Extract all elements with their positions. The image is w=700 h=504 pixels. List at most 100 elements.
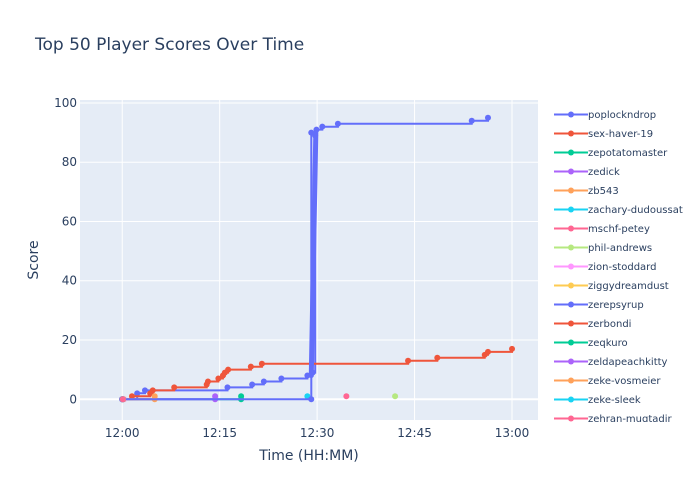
x-tick-label: 13:00 — [495, 426, 530, 440]
data-point[interactable] — [258, 360, 265, 367]
x-tick-label: 12:00 — [105, 426, 140, 440]
y-tick-label: 20 — [62, 333, 77, 347]
legend-item[interactable]: zion-stoddard — [554, 262, 656, 273]
data-point[interactable] — [238, 393, 245, 400]
data-point[interactable] — [308, 129, 315, 136]
data-point[interactable] — [392, 393, 399, 400]
legend-marker — [568, 377, 574, 384]
legend-marker — [568, 187, 574, 194]
data-point[interactable] — [247, 363, 254, 370]
legend-label: zedick — [588, 167, 620, 178]
data-point[interactable] — [212, 393, 219, 400]
legend-marker — [568, 282, 574, 289]
data-point[interactable] — [308, 396, 315, 403]
legend-item[interactable]: zeldapeachkitty — [554, 357, 668, 368]
y-tick-label: 80 — [62, 155, 77, 169]
legend-label: zeke-sleek — [588, 395, 641, 406]
legend-label: zachary-dudoussat — [588, 205, 683, 216]
legend-label: zehran-muqtadir — [588, 414, 673, 425]
legend-label: zeke-vosmeier — [588, 376, 661, 387]
legend-marker — [568, 111, 574, 118]
legend-item[interactable]: sex-haver-19 — [554, 129, 653, 140]
axis-labels: 12:00 12:15 12:30 12:45 13:00 0 20 40 60 80 100 — [54, 96, 529, 440]
data-point[interactable] — [319, 123, 326, 130]
data-point[interactable] — [151, 393, 158, 400]
data-point[interactable] — [484, 348, 491, 355]
data-point[interactable] — [343, 393, 350, 400]
data-point[interactable] — [468, 117, 475, 124]
y-tick-label: 0 — [69, 392, 77, 406]
data-point[interactable] — [509, 345, 516, 352]
legend-marker — [568, 168, 574, 175]
legend-item[interactable]: zachary-dudoussat — [554, 205, 683, 216]
data-point[interactable] — [141, 387, 148, 394]
data-point[interactable] — [260, 378, 267, 385]
data-point[interactable] — [484, 114, 491, 121]
thick-segment — [308, 130, 319, 379]
data-point[interactable] — [434, 354, 441, 361]
data-point[interactable] — [119, 396, 126, 403]
legend-marker — [568, 130, 574, 137]
data-point[interactable] — [128, 393, 135, 400]
y-tick-label: 40 — [62, 274, 77, 288]
legend-label: zb543 — [588, 186, 619, 197]
legend-label: zepotatomaster — [588, 148, 668, 159]
legend-marker — [568, 263, 574, 270]
series-layer — [119, 114, 516, 403]
legend-label: mschf-petey — [588, 224, 650, 235]
chart-title: Top 50 Player Scores Over Time — [34, 35, 304, 55]
legend-item[interactable]: zeke-vosmeier — [554, 376, 661, 387]
data-point[interactable] — [278, 375, 285, 382]
legend-item[interactable]: zepotatomaster — [554, 148, 668, 159]
legend-item[interactable]: zerbondi — [554, 319, 631, 330]
legend-label: zerbondi — [588, 319, 631, 330]
series-zehran-muqtadir — [119, 396, 126, 403]
data-point[interactable] — [149, 387, 156, 394]
data-point[interactable] — [249, 381, 256, 388]
legend-item[interactable]: zehran-muqtadir — [554, 414, 673, 425]
legend-label: zeqkuro — [588, 338, 628, 349]
data-point[interactable] — [405, 357, 412, 364]
x-axis-title: Time (HH:MM) — [258, 448, 359, 464]
legend-item[interactable]: phil-andrews — [554, 243, 652, 254]
y-axis-title: Score — [26, 240, 42, 279]
legend-label: zion-stoddard — [588, 262, 656, 273]
legend-marker — [568, 206, 574, 213]
legend-label: zerepsyrup — [588, 300, 644, 311]
data-point[interactable] — [334, 120, 341, 127]
legend-item[interactable]: zb543 — [554, 186, 619, 197]
y-tick-label: 60 — [62, 214, 77, 228]
data-point[interactable] — [171, 384, 178, 391]
x-tick-label: 12:30 — [300, 426, 335, 440]
legend-marker — [568, 225, 574, 232]
legend-item[interactable]: zeqkuro — [554, 338, 628, 349]
legend-item[interactable]: mschf-petey — [554, 224, 650, 235]
legend-marker — [568, 396, 574, 403]
x-tick-label: 12:15 — [202, 426, 237, 440]
data-point[interactable] — [225, 366, 232, 373]
legend-item[interactable]: poplockndrop — [554, 110, 656, 121]
data-point[interactable] — [224, 384, 231, 391]
legend-label: zeldapeachkitty — [588, 357, 668, 368]
data-point[interactable] — [134, 390, 141, 397]
legend[interactable]: poplockndrop sex-haver-19 zepotatomaster ze… — [554, 110, 683, 425]
legend-marker — [568, 358, 574, 365]
y-tick-label: 100 — [54, 96, 77, 110]
legend-marker — [568, 320, 574, 327]
legend-label: sex-haver-19 — [588, 129, 653, 140]
data-point[interactable] — [215, 375, 222, 382]
legend-item[interactable]: ziggydreamdust — [554, 281, 669, 292]
legend-label: phil-andrews — [588, 243, 652, 254]
data-point[interactable] — [204, 378, 211, 385]
legend-label: poplockndrop — [588, 110, 656, 121]
legend-marker — [568, 339, 574, 346]
legend-marker — [568, 149, 574, 156]
legend-marker — [568, 415, 574, 422]
legend-item[interactable]: zeke-sleek — [554, 395, 641, 406]
legend-item[interactable]: zerepsyrup — [554, 300, 644, 311]
series-phil-andrews — [392, 393, 399, 400]
legend-item[interactable]: zedick — [554, 167, 620, 178]
legend-marker — [568, 301, 574, 308]
